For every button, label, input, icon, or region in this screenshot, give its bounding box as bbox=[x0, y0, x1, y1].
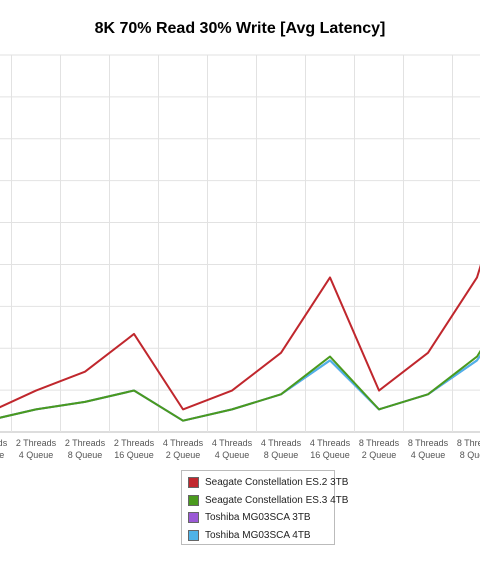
legend-item-0[interactable]: Seagate Constellation ES.2 3TB bbox=[188, 474, 348, 492]
x-tick-label: 4 Threads 4 Queue bbox=[212, 438, 253, 460]
legend-swatch-0 bbox=[188, 477, 199, 489]
legend-swatch-3 bbox=[188, 529, 199, 541]
x-tick-label: 4 Threads 8 Queue bbox=[261, 438, 302, 460]
chart-title: 8K 70% Read 30% Write [Avg Latency] bbox=[94, 20, 386, 37]
x-tick-label: 4 Threads 2 Queue bbox=[163, 438, 204, 460]
legend-item-3[interactable]: Toshiba MG03SCA 4TB bbox=[188, 527, 328, 545]
x-tick-label: 4 Threads 16 Queue bbox=[310, 438, 351, 460]
grid-lines bbox=[0, 54, 480, 433]
legend-swatch-2 bbox=[188, 512, 199, 524]
legend-label-1: Seagate Constellation ES.3 4TB bbox=[205, 494, 349, 506]
legend-label-2: Toshiba MG03SCA 3TB bbox=[205, 512, 311, 524]
x-tick-label: 2 Threads 16 Queue bbox=[114, 438, 155, 460]
legend-item-1[interactable]: Seagate Constellation ES.3 4TB bbox=[188, 492, 348, 510]
series-line-1[interactable] bbox=[0, 277, 480, 422]
x-tick-label: 2 Threads 8 Queue bbox=[65, 438, 106, 460]
legend-label-3: Toshiba MG03SCA 4TB bbox=[205, 529, 311, 541]
legend-swatch-1 bbox=[188, 494, 199, 506]
legend-item-2[interactable]: Toshiba MG03SCA 3TB bbox=[188, 509, 328, 527]
x-tick-label: 2 Threads 4 Queue bbox=[16, 438, 57, 460]
legend: Seagate Constellation ES.2 3TB Seagate C… bbox=[181, 470, 348, 545]
x-tick-label: 8 Threads 2 Queue bbox=[359, 438, 400, 460]
series-lines bbox=[0, 119, 480, 422]
legend-label-0: Seagate Constellation ES.2 3TB bbox=[205, 477, 349, 489]
x-tick-label: 8 Threads 4 Queue bbox=[408, 438, 449, 460]
series-line-0[interactable] bbox=[0, 119, 480, 413]
